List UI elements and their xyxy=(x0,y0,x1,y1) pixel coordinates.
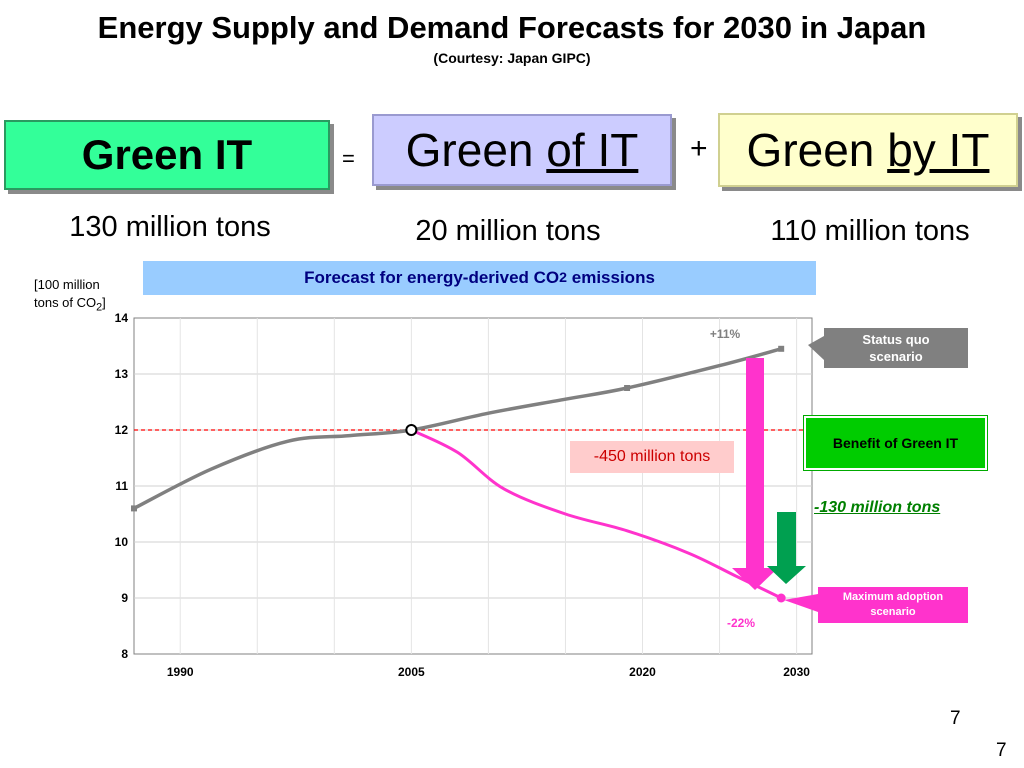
y-axis-label-line2: tons of CO2] xyxy=(34,295,106,314)
page-title: Energy Supply and Demand Forecasts for 2… xyxy=(97,10,927,45)
y-tick-label: 13 xyxy=(115,367,129,381)
benefit-value: -130 million tons xyxy=(814,499,941,516)
status-quo-label-1: Status quo xyxy=(862,332,930,347)
green-of-it-prefix: Green xyxy=(405,124,547,176)
max-adoption-pointer xyxy=(784,594,818,612)
benefit-arrow xyxy=(767,512,806,584)
plus-11-label: +11% xyxy=(710,327,741,341)
green-it-tons: 130 million tons xyxy=(69,211,271,243)
y-axis-label-line1: [100 million xyxy=(34,277,100,292)
status-quo-point xyxy=(624,385,631,391)
max-adoption-label-2: scenario xyxy=(870,606,916,618)
y-tick-label: 12 xyxy=(115,423,129,437)
green-it-label: Green IT xyxy=(81,131,253,178)
status-quo-point xyxy=(131,505,137,512)
y-tick-label: 14 xyxy=(115,311,129,325)
page-number-secondary: 7 xyxy=(996,740,1007,761)
chart-title: Forecast for energy-derived CO 2 emission… xyxy=(143,261,816,295)
x-tick-label: 2005 xyxy=(398,665,425,679)
max-adoption-point xyxy=(776,593,786,603)
green-it-box: Green IT xyxy=(4,120,330,190)
green-of-it-suffix: of IT xyxy=(546,124,639,176)
status-quo-pointer xyxy=(808,336,824,360)
x-tick-label: 2020 xyxy=(629,665,656,679)
status-quo-callout: Status quo scenario xyxy=(824,328,968,368)
green-by-it-prefix: Green xyxy=(746,124,888,176)
green-of-it-tons: 20 million tons xyxy=(415,215,601,247)
y-tick-label: 11 xyxy=(115,479,128,493)
y-tick-label: 10 xyxy=(115,535,129,549)
max-adoption-callout: Maximum adoption scenario xyxy=(818,587,968,623)
x-tick-label: 1990 xyxy=(167,665,194,679)
chart-title-suffix: emissions xyxy=(567,268,655,287)
page-subtitle: (Courtesy: Japan GIPC) xyxy=(433,50,591,66)
green-of-it-box: Green of IT xyxy=(372,114,672,186)
plus-sign: + xyxy=(690,132,708,165)
status-quo-point xyxy=(778,345,785,352)
green-by-it-tons: 110 million tons xyxy=(770,215,970,247)
reduction-450-label: -450 million tons xyxy=(570,441,734,473)
intersection-point-2005 xyxy=(405,424,418,436)
status-quo-line xyxy=(133,347,782,510)
y-tick-label: 8 xyxy=(121,647,128,661)
y-tick-label: 9 xyxy=(121,591,128,605)
reduction-arrow xyxy=(732,358,778,590)
equals-sign: = xyxy=(342,146,355,171)
benefit-callout: Benefit of Green IT xyxy=(804,416,987,470)
page-number: 7 xyxy=(950,708,961,729)
green-by-it-suffix: by IT xyxy=(887,124,990,176)
max-adoption-label-1: Maximum adoption xyxy=(842,591,944,603)
chart-title-sub: 2 xyxy=(559,270,568,286)
green-by-it-box: Green by IT xyxy=(718,113,1018,187)
y-axis-label: [100 million tons of CO2] xyxy=(34,276,106,317)
x-tick-label: 2030 xyxy=(783,665,810,679)
status-quo-label-2: scenario xyxy=(869,349,923,364)
minus-22-label: -22% xyxy=(727,616,755,630)
max-adoption-line xyxy=(410,428,782,600)
chart-title-prefix: Forecast for energy-derived CO xyxy=(304,268,560,287)
